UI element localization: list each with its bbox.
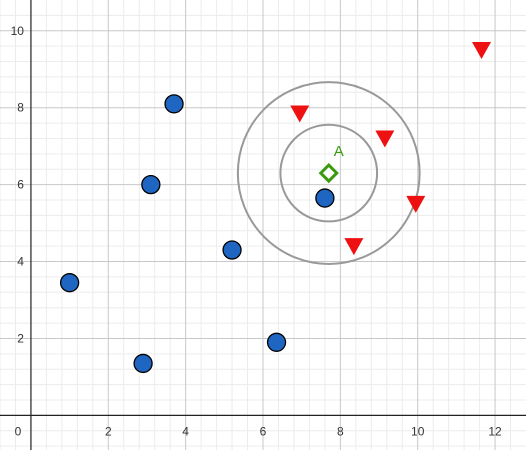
- query-diamond: [318, 162, 339, 184]
- radius-circle: [279, 123, 379, 223]
- query-label: A: [334, 143, 344, 160]
- y-tick-label: 10: [11, 24, 25, 38]
- triangle-point: [472, 42, 492, 59]
- circle-point: [315, 188, 335, 208]
- triangle-point: [344, 238, 364, 256]
- tick-labels: 0 2 4 6 8 10 12 2 4 6 8 10: [11, 24, 502, 439]
- y-tick-label: 8: [17, 101, 24, 115]
- data-points: [59, 42, 492, 374]
- y-tick-label: 2: [17, 331, 24, 345]
- x-tick-label: 10: [411, 424, 425, 438]
- x-tick-label: 12: [488, 424, 502, 438]
- circle-point: [133, 353, 153, 374]
- triangle-point: [406, 195, 426, 213]
- x-tick-label: 6: [260, 424, 267, 438]
- y-tick-label: 6: [17, 178, 24, 192]
- triangle-point: [290, 105, 310, 123]
- radius-circles: [236, 81, 421, 265]
- x-tick-label: 2: [105, 424, 112, 438]
- x-tick-label: 4: [182, 424, 189, 438]
- query-point: A: [318, 143, 344, 184]
- triangle-point: [375, 130, 395, 148]
- circle-point: [266, 332, 287, 352]
- circle-point: [141, 174, 161, 195]
- y-tick-label: 4: [17, 255, 24, 269]
- circle-point: [222, 240, 242, 260]
- x-tick-label: 0: [15, 424, 22, 438]
- radius-circle: [236, 81, 421, 265]
- circle-point: [59, 273, 80, 293]
- circle-point: [164, 94, 184, 114]
- x-tick-label: 8: [337, 424, 344, 438]
